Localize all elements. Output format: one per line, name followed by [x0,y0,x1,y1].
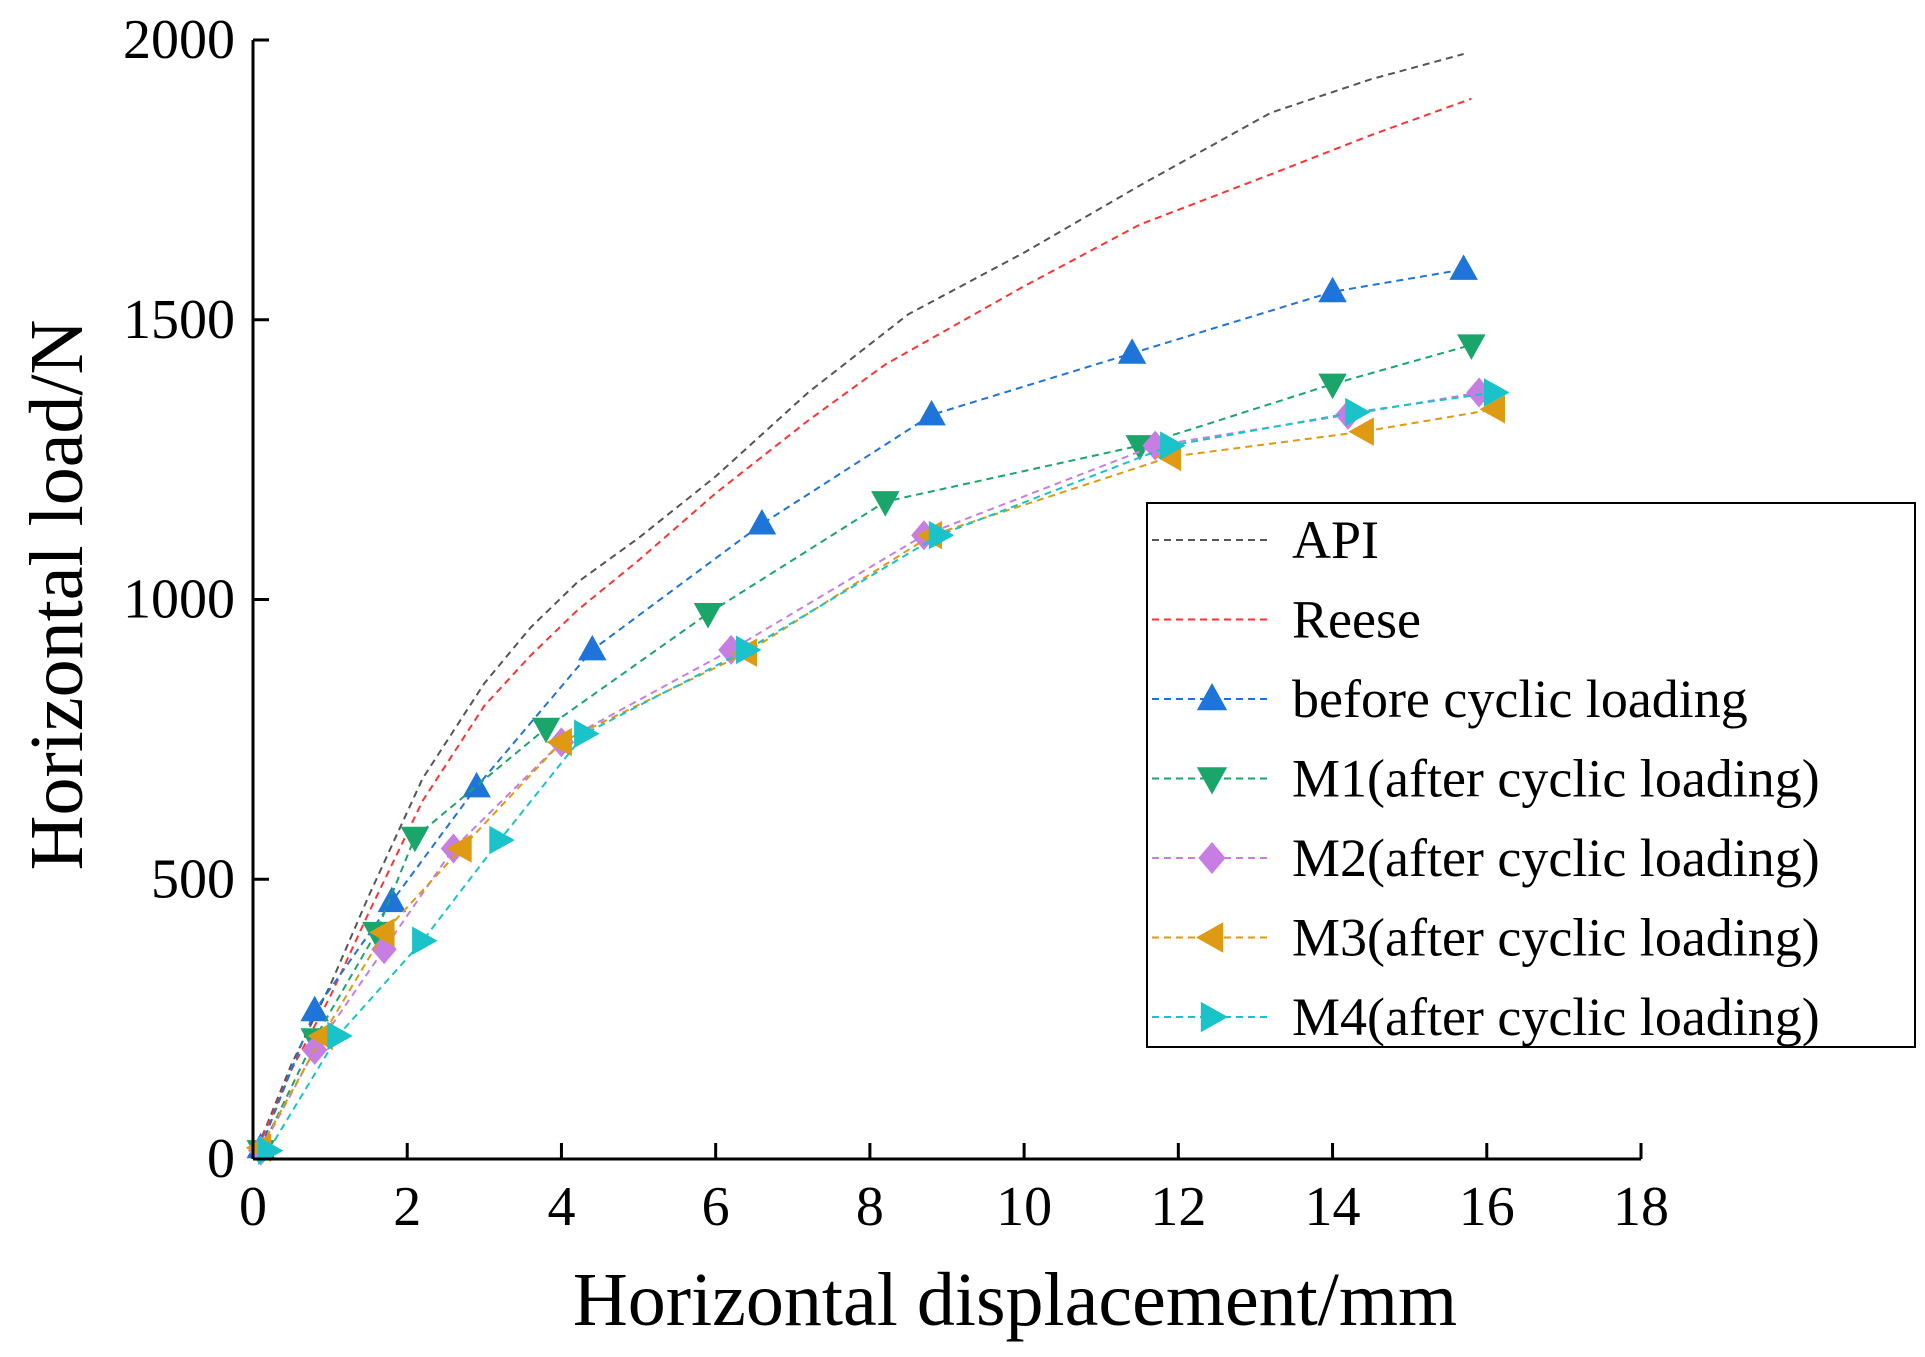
legend-item: M2(after cyclic loading) [1152,828,1820,888]
series-line [252,53,1464,1160]
y-tick-label: 2000 [123,9,235,71]
data-point [578,634,607,661]
legend-box [1146,502,1916,1048]
data-point [1345,397,1371,427]
data-point [1160,431,1186,460]
x-tick-label: 16 [1459,1176,1515,1238]
legend-label: M2(after cyclic loading) [1292,828,1820,888]
series-6 [257,378,1510,1165]
plot-area [245,53,1510,1166]
data-point [1318,373,1347,400]
data-point [871,491,900,517]
legend: API Reese before cyclic loading M1(after cy… [1146,502,1916,1048]
y-tick-label: 500 [151,848,235,910]
legend-label: API [1292,510,1379,570]
legend-item: before cyclic loading [1152,669,1748,729]
legend-swatch-marker [1200,1001,1228,1033]
data-point [917,399,946,426]
legend-item: M3(after cyclic loading) [1152,908,1820,968]
x-tick-label: 18 [1613,1176,1669,1238]
legend-swatch-marker [1196,767,1228,795]
data-point [693,603,723,629]
legend-swatch-marker [1196,922,1224,953]
x-tick-label: 10 [996,1176,1052,1238]
series-line [259,343,1472,1152]
data-point [369,918,395,947]
x-tick-label: 0 [239,1176,267,1238]
x-tick-label: 6 [702,1176,730,1238]
data-point [327,1021,353,1051]
y-tick-label: 1000 [123,569,235,631]
data-point [1457,334,1486,360]
x-tick-label: 12 [1150,1176,1206,1238]
legend-label: M4(after cyclic loading) [1292,987,1820,1047]
x-tick-label: 14 [1305,1176,1361,1238]
series-line [259,268,1464,1149]
data-point [546,727,572,757]
series-0 [252,53,1464,1160]
data-point [747,509,777,535]
series-1 [252,97,1472,1160]
axes: 0 500 1000 1500 2000 0 2 4 6 8 10 12 14 16 18 [123,9,1669,1238]
data-point [736,635,762,665]
data-point [928,520,955,550]
y-tick-label: 1500 [123,289,235,351]
data-point [531,717,561,744]
data-point [400,826,430,853]
legend-item: API [1152,510,1379,570]
data-point [1348,417,1374,446]
data-point [307,1021,333,1051]
x-tick-label: 2 [393,1176,421,1238]
x-tick-label: 8 [856,1176,884,1238]
legend-swatch-marker [1198,842,1226,874]
legend-label: M1(after cyclic loading) [1292,749,1820,809]
data-point [1479,395,1505,424]
legend-swatch-marker [1196,683,1228,711]
legend-label: Reese [1292,590,1421,650]
y-tick-label: 0 [207,1128,235,1190]
data-point [1449,254,1478,280]
data-point [489,825,515,855]
legend-item: M1(after cyclic loading) [1152,749,1820,809]
data-point [574,719,600,748]
series-line [267,391,1495,1152]
x-axis-title: Horizontal displacement/mm [573,1258,1457,1342]
data-point [1117,338,1147,364]
data-point [446,834,472,863]
data-point [377,886,407,913]
legend-item: M4(after cyclic loading) [1152,987,1820,1047]
legend-label: M3(after cyclic loading) [1292,908,1820,968]
series-line [252,97,1472,1160]
data-point [412,926,438,955]
data-point [300,995,329,1022]
data-point [1318,276,1347,303]
legend-item: Reese [1152,590,1421,650]
y-axis-title: Horizontal load/N [15,320,99,871]
data-point [1484,378,1510,407]
legend-label: before cyclic loading [1292,669,1748,729]
x-tick-label: 4 [547,1176,575,1238]
